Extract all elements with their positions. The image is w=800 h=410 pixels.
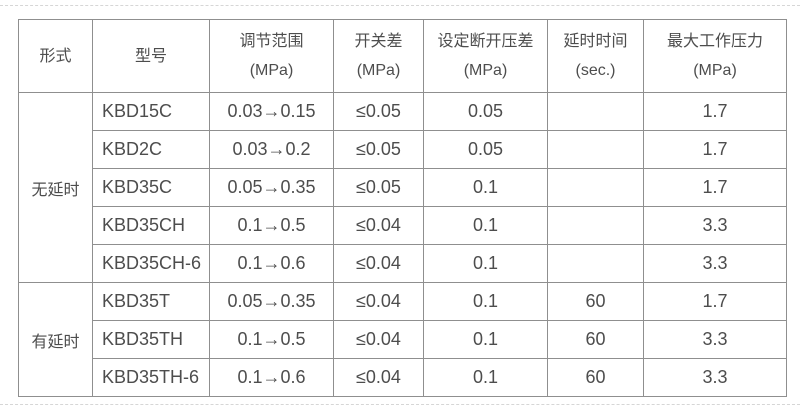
range-cell: 0.05→0.35	[209, 282, 334, 321]
range-cell: 0.1→0.6	[209, 244, 334, 283]
range-cell: 0.03→0.15	[209, 92, 334, 131]
col-header-delay: 延时时间 (sec.)	[547, 19, 644, 93]
switch-diff-cell: ≤0.04	[333, 206, 424, 245]
model-cell: KBD35TH-6	[92, 358, 210, 397]
col-header-switch-diff-unit: (MPa)	[356, 62, 401, 79]
switch-diff-cell: ≤0.04	[333, 320, 424, 359]
col-header-cutoff-diff: 设定断开压差 (MPa)	[423, 19, 548, 93]
table-row: 有延时 KBD35T 0.05→0.35 ≤0.04 0.1 60 1.7	[18, 282, 787, 397]
table-row: KBD35CH-6 0.1→0.6 ≤0.04 0.1 3.3	[19, 244, 787, 283]
model-cell: KBD2C	[92, 130, 210, 169]
spec-table: 形式 型号 调节范围 (MPa) 开关差 (MPa) 设定断开压差 (MPa) …	[18, 19, 787, 397]
model-cell: KBD35CH	[92, 206, 210, 245]
delay-cell	[547, 206, 644, 245]
top-dashed-divider	[0, 5, 800, 6]
col-header-model-label: 型号	[134, 47, 167, 65]
cutoff-diff-cell: 0.1	[423, 168, 548, 207]
max-pressure-cell: 3.3	[643, 358, 787, 397]
max-pressure-cell: 3.3	[643, 244, 787, 283]
col-header-delay-label: 延时时间	[563, 33, 628, 50]
table-row: KBD35TH-6 0.1→0.6 ≤0.04 0.1 60 3.3	[19, 358, 787, 397]
switch-diff-cell: ≤0.05	[333, 168, 424, 207]
delay-cell	[547, 130, 644, 169]
cutoff-diff-cell: 0.1	[423, 358, 548, 397]
col-header-range-unit: (MPa)	[249, 62, 294, 79]
table-row: KBD35C 0.05→0.35 ≤0.05 0.1 1.7	[19, 168, 787, 207]
col-header-switch-diff: 开关差 (MPa)	[333, 19, 424, 93]
table-row: KBD35TH 0.1→0.5 ≤0.04 0.1 60 3.3	[19, 320, 787, 359]
max-pressure-cell: 3.3	[643, 320, 787, 359]
group-label-with-delay: 有延时	[18, 282, 93, 397]
range-cell: 0.03→0.2	[209, 130, 334, 169]
model-cell: KBD35C	[92, 168, 210, 207]
max-pressure-cell: 1.7	[643, 168, 787, 207]
bottom-dashed-divider	[0, 404, 800, 405]
max-pressure-cell: 1.7	[643, 282, 787, 321]
range-cell: 0.1→0.6	[209, 358, 334, 397]
switch-diff-cell: ≤0.04	[333, 282, 424, 321]
max-pressure-cell: 1.7	[643, 92, 787, 131]
max-pressure-cell: 1.7	[643, 130, 787, 169]
model-cell: KBD35T	[92, 282, 210, 321]
col-header-range-label: 调节范围	[239, 33, 304, 50]
col-header-type: 形式	[18, 19, 93, 93]
range-cell: 0.1→0.5	[209, 320, 334, 359]
switch-diff-cell: ≤0.04	[333, 358, 424, 397]
col-header-max-pressure: 最大工作压力 (MPa)	[643, 19, 787, 93]
cutoff-diff-cell: 0.1	[423, 206, 548, 245]
col-header-switch-diff-label: 开关差	[354, 33, 403, 50]
switch-diff-cell: ≤0.05	[333, 92, 424, 131]
delay-cell: 60	[547, 320, 644, 359]
delay-cell	[547, 244, 644, 283]
table-row: 无延时 KBD15C 0.03→0.15 ≤0.05 0.05 1.7	[18, 92, 787, 283]
model-cell: KBD35TH	[92, 320, 210, 359]
col-header-max-pressure-label: 最大工作压力	[666, 33, 763, 50]
switch-diff-cell: ≤0.04	[333, 244, 424, 283]
model-cell: KBD15C	[92, 92, 210, 131]
col-header-delay-unit: (sec.)	[575, 62, 616, 79]
cutoff-diff-cell: 0.1	[423, 320, 548, 359]
delay-cell	[547, 92, 644, 131]
col-header-model: 型号	[92, 19, 210, 93]
cutoff-diff-cell: 0.05	[423, 92, 548, 131]
range-cell: 0.1→0.5	[209, 206, 334, 245]
max-pressure-cell: 3.3	[643, 206, 787, 245]
col-header-max-pressure-unit: (MPa)	[693, 62, 737, 79]
delay-cell	[547, 168, 644, 207]
delay-cell: 60	[547, 358, 644, 397]
model-cell: KBD35CH-6	[92, 244, 210, 283]
table-row: KBD35CH 0.1→0.5 ≤0.04 0.1 3.3	[19, 206, 787, 245]
cutoff-diff-cell: 0.1	[423, 244, 548, 283]
switch-diff-cell: ≤0.05	[333, 130, 424, 169]
col-header-range: 调节范围 (MPa)	[209, 19, 334, 93]
col-header-type-label: 形式	[39, 47, 72, 65]
cutoff-diff-cell: 0.05	[423, 130, 548, 169]
table-row: KBD2C 0.03→0.2 ≤0.05 0.05 1.7	[19, 130, 787, 169]
col-header-cutoff-diff-unit: (MPa)	[463, 62, 508, 79]
cutoff-diff-cell: 0.1	[423, 282, 548, 321]
delay-cell: 60	[547, 282, 644, 321]
range-cell: 0.05→0.35	[209, 168, 334, 207]
col-header-cutoff-diff-label: 设定断开压差	[437, 33, 534, 50]
header-row: 形式 型号 调节范围 (MPa) 开关差 (MPa) 设定断开压差 (MPa) …	[18, 19, 787, 93]
group-label-no-delay: 无延时	[18, 92, 93, 283]
